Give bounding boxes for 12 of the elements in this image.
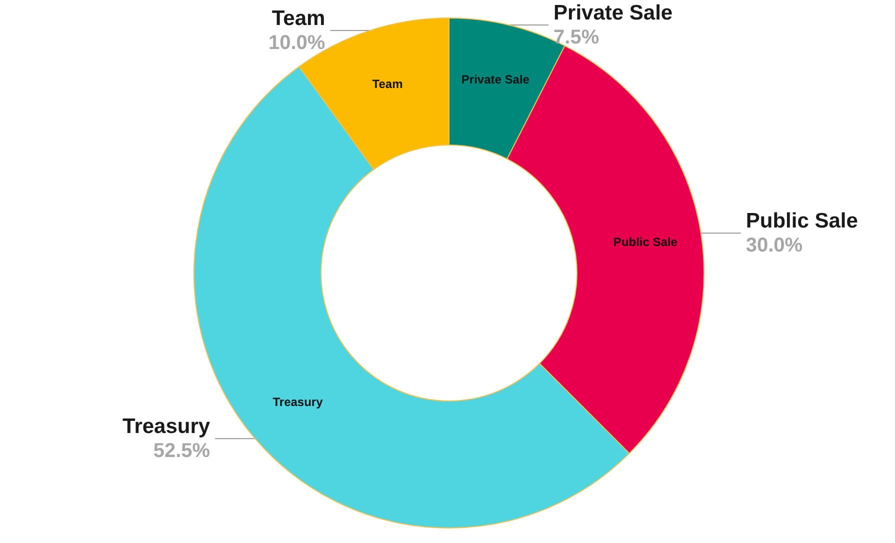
- slice-label: Public Sale: [613, 234, 678, 249]
- slice-label: Treasury: [122, 415, 210, 438]
- slice-label: Private Sale: [554, 2, 673, 25]
- slice-label: Treasury: [272, 395, 324, 410]
- slice-label: Public Sale: [746, 210, 858, 233]
- slice-label: Private Sale: [461, 72, 530, 87]
- data-label: 10.0%: [268, 32, 326, 54]
- data-label: 30.0%: [746, 234, 803, 257]
- slice-label: Team: [372, 76, 403, 91]
- data-label: 52.5%: [153, 440, 210, 462]
- data-label: 7.5%: [554, 26, 600, 49]
- slice-label: Team: [272, 6, 326, 30]
